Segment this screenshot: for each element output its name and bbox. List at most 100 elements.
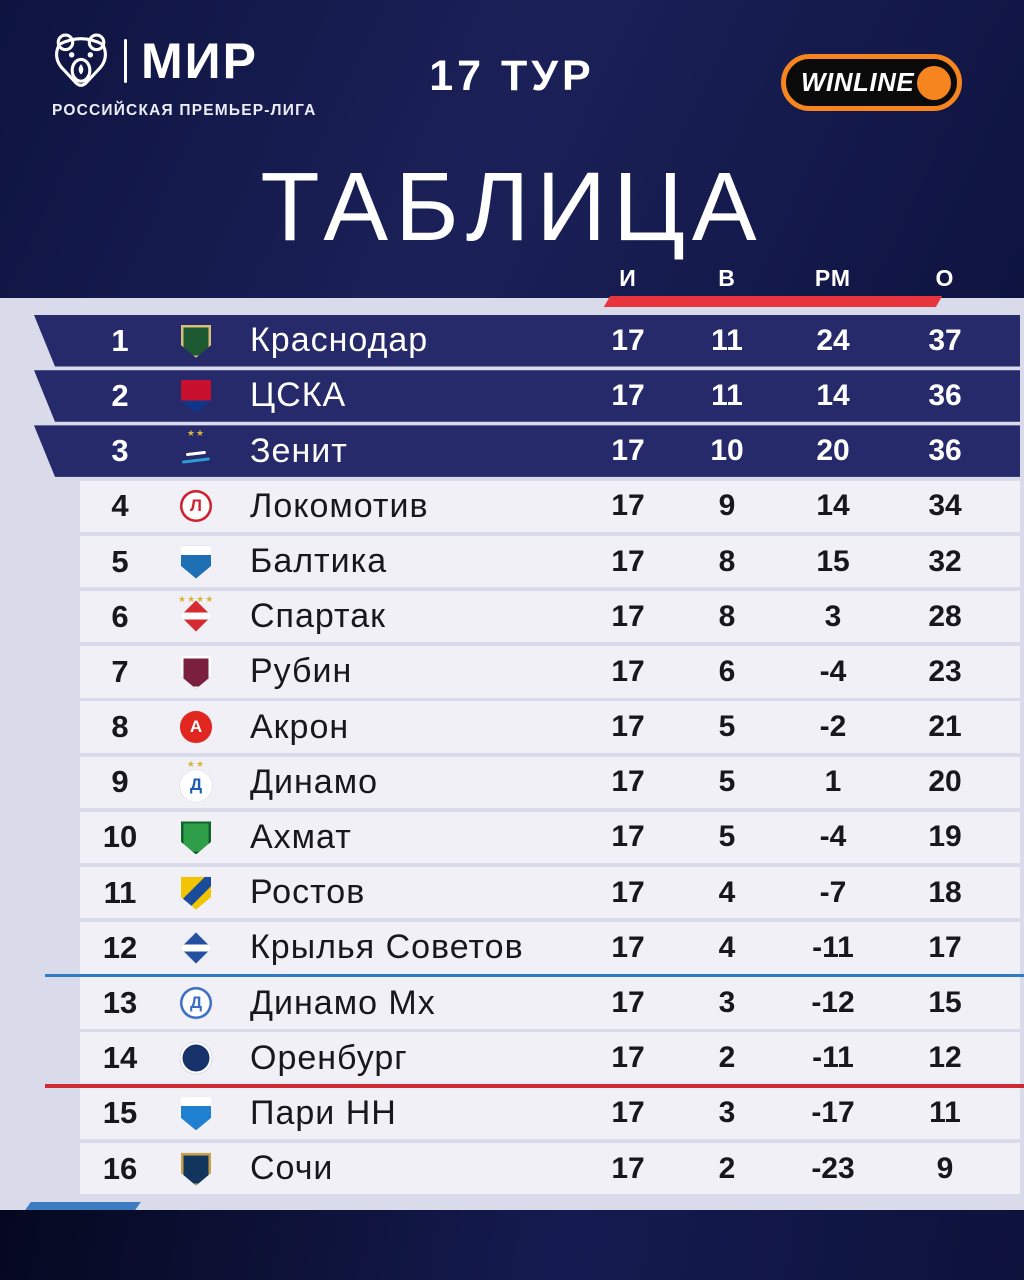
row-background [80, 756, 1020, 808]
row-background [80, 480, 1020, 533]
team-name: Динамо Мх [250, 983, 436, 1022]
goal-diff-value: 20 [816, 434, 850, 468]
round-label: 17 ТУР [429, 52, 595, 100]
goal-diff-value: 14 [816, 378, 850, 412]
wins-value: 8 [718, 599, 736, 633]
row-position: 9 [111, 764, 129, 800]
row-position: 7 [111, 653, 129, 689]
goal-diff-value: 1 [824, 765, 842, 799]
footer-accent [25, 1202, 141, 1210]
team-logo-icon [178, 1032, 214, 1084]
games-played-value: 17 [611, 820, 645, 854]
wins-value: 11 [711, 323, 743, 357]
table-row: 14 Оренбург 17 2 -11 12 [0, 1032, 1020, 1084]
goal-diff-value: 14 [816, 489, 850, 523]
playoff-separator-line [45, 973, 1024, 978]
goal-diff-value: -23 [811, 1151, 855, 1185]
table-row: 8 A Акрон 17 5 -2 21 [0, 701, 1020, 753]
team-logo-icon [178, 812, 214, 864]
team-logo-icon: Д [178, 977, 214, 1029]
table-row: 13 Д Динамо Мх 17 3 -12 15 [0, 977, 1020, 1029]
row-position: 3 [111, 433, 129, 469]
team-name: Спартак [250, 597, 387, 636]
points-value: 36 [928, 434, 962, 468]
points-value: 34 [928, 489, 962, 523]
column-header-points: О [935, 265, 955, 291]
row-background [80, 1032, 1020, 1084]
header-background [0, 0, 1024, 298]
team-name: Рубин [250, 652, 353, 691]
points-value: 12 [928, 1041, 962, 1075]
row-background [80, 811, 1020, 864]
games-played-value: 17 [611, 875, 645, 909]
goal-diff-value: 24 [816, 323, 850, 357]
row-position: 16 [102, 1150, 138, 1186]
points-value: 37 [928, 323, 962, 357]
wins-value: 5 [718, 820, 736, 854]
points-value: 20 [928, 765, 962, 799]
table-row: 9 ★★ Д Динамо 17 5 1 20 [0, 756, 1020, 808]
points-value: 21 [928, 710, 962, 744]
column-header-goal-diff: РМ [814, 265, 852, 291]
team-name: Ростов [250, 873, 366, 912]
table-row: 15 Пари НН 17 3 -17 11 [0, 1087, 1020, 1140]
row-background [80, 1087, 1020, 1140]
points-value: 28 [928, 599, 962, 633]
row-position: 14 [102, 1040, 138, 1076]
row-position: 2 [111, 377, 129, 413]
footer-background [0, 1210, 1024, 1280]
table-row: 2 ЦСКА 17 11 14 36 [0, 370, 1020, 422]
team-logo-icon: ★★★★ [178, 591, 214, 643]
team-name: Акрон [250, 707, 350, 746]
wins-value: 5 [718, 765, 736, 799]
wins-value: 4 [718, 875, 736, 909]
games-played-value: 17 [611, 654, 645, 688]
wins-value: 8 [718, 544, 736, 578]
row-background [80, 922, 1020, 974]
table-row: 7 Рубин 17 6 -4 23 [0, 646, 1020, 698]
games-played-value: 17 [611, 323, 645, 357]
goal-diff-value: -4 [819, 654, 847, 688]
row-background [80, 866, 1020, 919]
sponsor-badge: WINLINE [781, 54, 962, 111]
row-background [80, 1142, 1020, 1195]
team-name: Ахмат [250, 817, 352, 856]
bear-icon [55, 33, 107, 87]
games-played-value: 17 [611, 930, 645, 964]
team-name: Краснодар [250, 321, 429, 360]
row-background [80, 535, 1020, 588]
sponsor-dot-icon [917, 65, 951, 100]
team-logo-icon [178, 536, 214, 588]
wins-value: 4 [718, 930, 736, 964]
team-name: Балтика [250, 542, 388, 580]
table-row: 12 Крылья Советов 17 4 -11 17 [0, 922, 1020, 974]
wins-value: 6 [718, 654, 736, 688]
row-position: 15 [102, 1095, 138, 1131]
points-value: 11 [929, 1096, 961, 1130]
goal-diff-value: -11 [812, 930, 854, 964]
row-position: 6 [111, 598, 129, 634]
sponsor-name: WINLINE [801, 67, 915, 97]
team-logo-icon [178, 1088, 214, 1140]
team-name: Сочи [250, 1149, 334, 1188]
wins-value: 11 [711, 378, 743, 412]
league-brand: МИР РОССИЙСКАЯ ПРЕМЬЕР-ЛИГА [52, 30, 316, 120]
wins-value: 3 [718, 1096, 736, 1130]
games-played-value: 17 [611, 434, 645, 468]
games-played-value: 17 [611, 489, 645, 523]
points-value: 9 [936, 1151, 954, 1185]
standings-table: 1 Краснодар 17 11 24 37 2 ЦСКА 17 11 14 … [0, 315, 1020, 1195]
points-value: 18 [928, 875, 962, 909]
row-position: 4 [111, 488, 129, 524]
table-row: 3 ★★Зенит Зенит 17 10 20 36 [0, 425, 1020, 477]
goal-diff-value: 15 [816, 544, 850, 578]
goal-diff-value: -17 [811, 1096, 855, 1130]
goal-diff-value: -11 [812, 1041, 854, 1075]
team-logo-icon [178, 1143, 214, 1195]
table-row: 6 ★★★★ Спартак 17 8 3 28 [0, 590, 1020, 643]
row-background [80, 977, 1020, 1029]
team-name: Оренбург [250, 1038, 408, 1077]
goal-diff-value: 3 [824, 599, 842, 633]
games-played-value: 17 [611, 378, 645, 412]
